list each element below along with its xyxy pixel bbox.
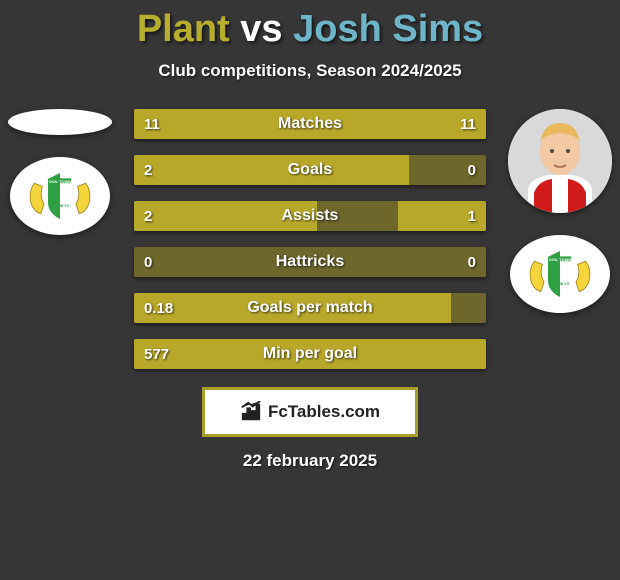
stat-row: 577Min per goal bbox=[134, 339, 486, 369]
stat-row: 11Matches11 bbox=[134, 109, 486, 139]
stat-row: 0.18Goals per match bbox=[134, 293, 486, 323]
player-avatar-icon bbox=[508, 109, 612, 213]
club-crest-icon: OVIL TOWN IEVE IN YO bbox=[17, 164, 103, 228]
left-column: OVIL TOWN IEVE IN YO bbox=[8, 109, 112, 235]
club-crest-icon: OVIL TOWN IEVE IN YO bbox=[517, 242, 603, 306]
svg-text:IEVE IN YO: IEVE IN YO bbox=[51, 204, 70, 208]
stat-name: Goals bbox=[134, 155, 486, 185]
date-text: 22 february 2025 bbox=[0, 451, 620, 471]
page-title: Plant vs Josh Sims bbox=[0, 0, 620, 51]
stat-right-value: 0 bbox=[468, 155, 476, 185]
left-club-badge: OVIL TOWN IEVE IN YO bbox=[10, 157, 110, 235]
attribution-text: FcTables.com bbox=[268, 402, 380, 422]
chart-icon bbox=[240, 401, 262, 423]
stat-name: Min per goal bbox=[134, 339, 486, 369]
left-player-photo bbox=[8, 109, 112, 135]
stat-row: 2Assists1 bbox=[134, 201, 486, 231]
right-column: OVIL TOWN IEVE IN YO bbox=[508, 109, 612, 313]
stat-bars: 11Matches112Goals02Assists10Hattricks00.… bbox=[134, 109, 486, 369]
comparison-content: OVIL TOWN IEVE IN YO bbox=[0, 109, 620, 471]
svg-text:IEVE IN YO: IEVE IN YO bbox=[551, 282, 570, 286]
attribution-badge: FcTables.com bbox=[202, 387, 418, 437]
right-club-badge: OVIL TOWN IEVE IN YO bbox=[510, 235, 610, 313]
svg-text:OVIL TOWN: OVIL TOWN bbox=[549, 257, 572, 262]
stat-name: Hattricks bbox=[134, 247, 486, 277]
svg-text:OVIL TOWN: OVIL TOWN bbox=[49, 179, 72, 184]
stat-name: Matches bbox=[134, 109, 486, 139]
stat-right-value: 11 bbox=[460, 109, 476, 139]
stat-right-value: 0 bbox=[468, 247, 476, 277]
stat-name: Assists bbox=[134, 201, 486, 231]
stat-row: 2Goals0 bbox=[134, 155, 486, 185]
stat-row: 0Hattricks0 bbox=[134, 247, 486, 277]
stat-name: Goals per match bbox=[134, 293, 486, 323]
right-player-photo bbox=[508, 109, 612, 213]
subtitle: Club competitions, Season 2024/2025 bbox=[0, 61, 620, 81]
stat-right-value: 1 bbox=[468, 201, 476, 231]
